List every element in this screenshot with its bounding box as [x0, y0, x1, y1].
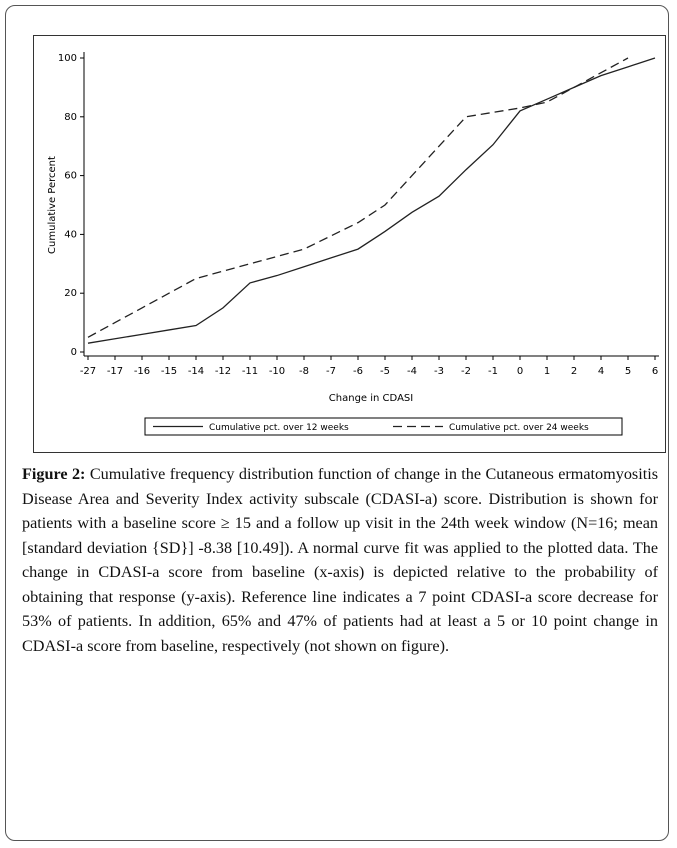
x-tick-label: -7	[326, 366, 336, 377]
x-tick-label: -14	[188, 366, 204, 377]
legend-label: Cumulative pct. over 12 weeks	[209, 423, 349, 433]
x-tick-label: 1	[544, 366, 550, 377]
x-tick-label: -15	[161, 366, 177, 377]
legend-box	[144, 417, 623, 436]
chart: Cumulative Percent Change in CDASI 02040…	[47, 52, 659, 436]
x-tick-label: -17	[107, 366, 123, 377]
y-axis-label: Cumulative Percent	[47, 156, 58, 254]
x-axis-label: Change in CDASI	[329, 393, 413, 404]
figure-frame	[5, 5, 669, 841]
caption-text: Cumulative frequency distribution functi…	[22, 465, 659, 655]
x-tick-label: -1	[488, 366, 498, 377]
x-tick-label: -6	[353, 366, 363, 377]
chart-frame	[33, 35, 666, 453]
legend-label: Cumulative pct. over 24 weeks	[449, 423, 589, 433]
y-tick-label: 20	[64, 288, 77, 299]
y-tick-label: 0	[71, 347, 77, 358]
x-tick-label: 2	[571, 366, 577, 377]
x-tick-label: -2	[461, 366, 471, 377]
x-tick-label: -3	[434, 366, 444, 377]
x-tick-label: -8	[299, 366, 309, 377]
x-tick-label: -11	[242, 366, 258, 377]
x-tick-label: -10	[269, 366, 285, 377]
caption: Figure 2: Cumulative frequency distribut…	[22, 462, 658, 658]
series-line	[87, 57, 629, 338]
x-tick-label: 0	[517, 366, 523, 377]
y-tick-label: 60	[64, 171, 77, 182]
x-tick-label: -16	[134, 366, 150, 377]
x-tick-label: -4	[407, 366, 417, 377]
series-line	[87, 57, 656, 344]
y-tick-label: 100	[58, 53, 77, 64]
y-tick-label: 40	[64, 229, 77, 240]
x-tick-label: -12	[215, 366, 231, 377]
x-tick-label: -27	[80, 366, 96, 377]
y-tick-label: 80	[64, 112, 77, 123]
x-tick-label: 5	[625, 366, 631, 377]
x-tick-label: 4	[598, 366, 604, 377]
caption-label: Figure 2:	[22, 465, 86, 483]
x-tick-label: 6	[652, 366, 658, 377]
x-tick-label: -5	[380, 366, 390, 377]
